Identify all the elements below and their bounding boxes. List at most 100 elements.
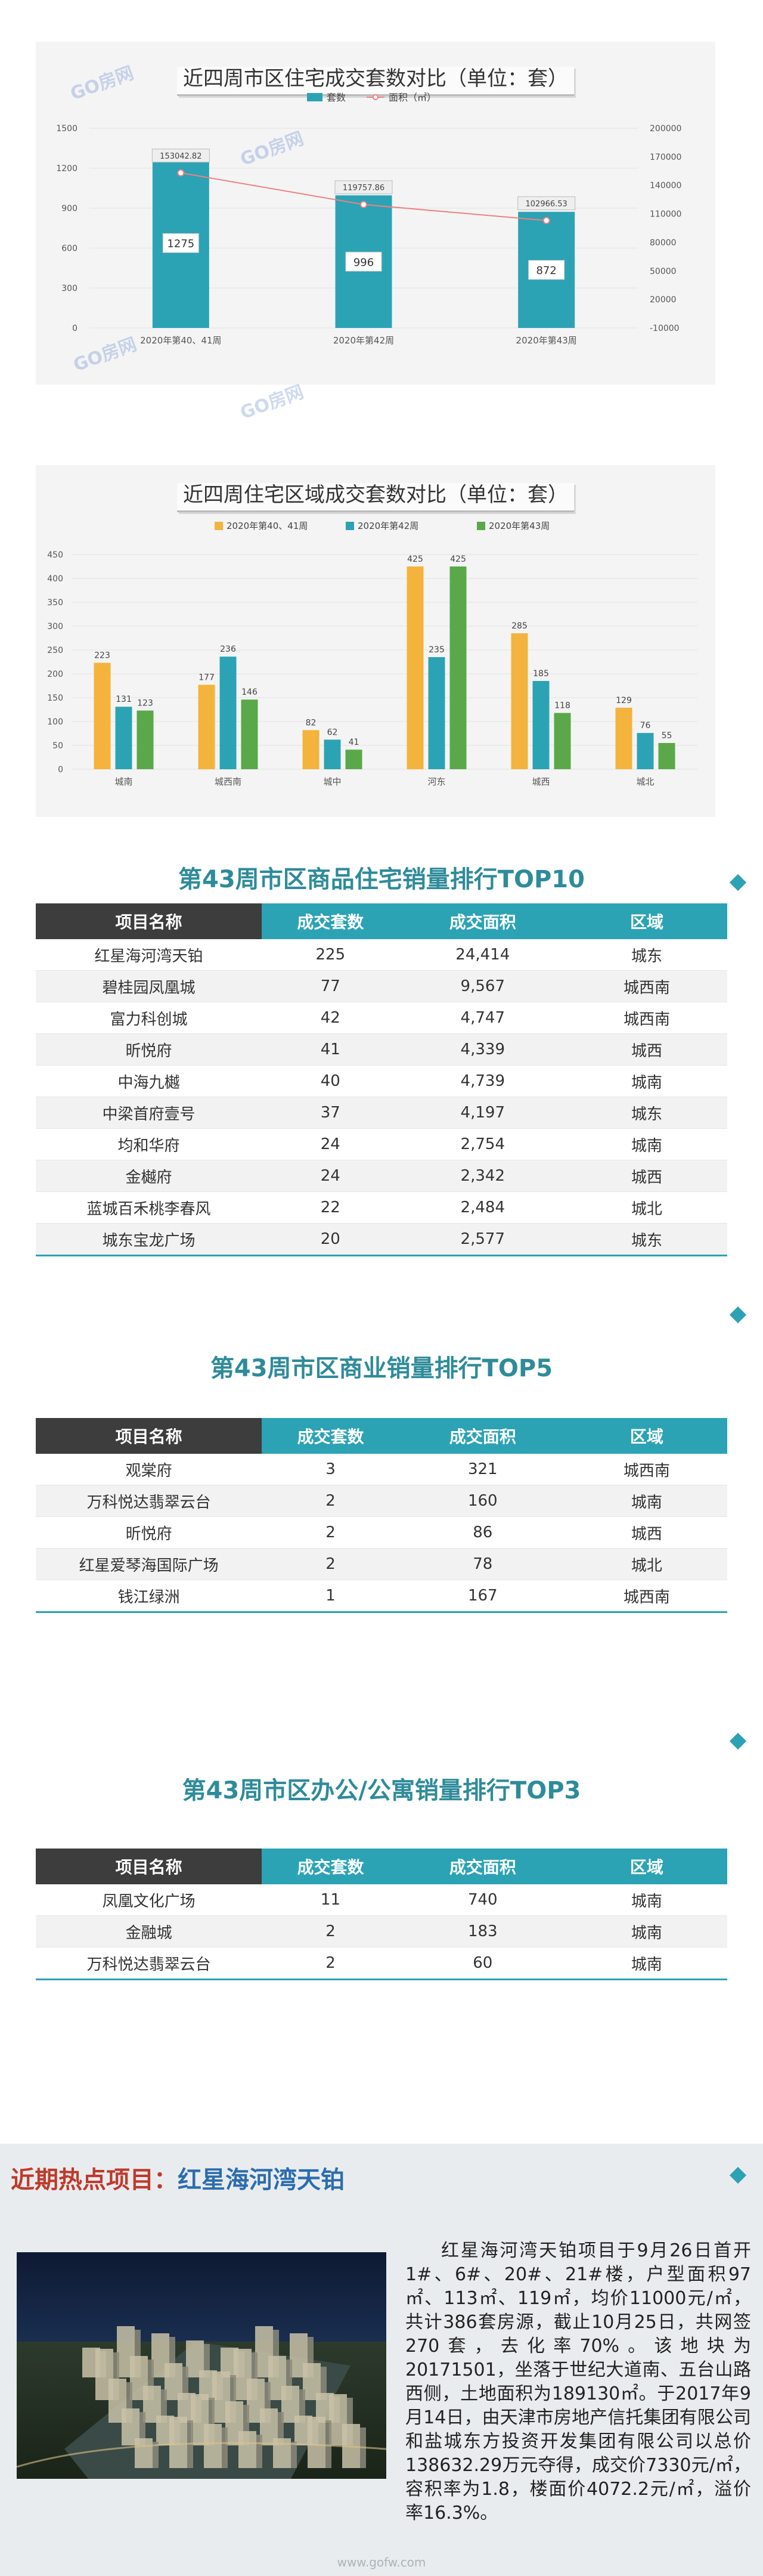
y-tick-label: 50 bbox=[52, 741, 63, 751]
bar bbox=[658, 743, 675, 769]
y-tick-label: 900 bbox=[61, 204, 77, 213]
y-tick-label: 300 bbox=[61, 284, 77, 293]
bar-data-label: 146 bbox=[241, 688, 258, 697]
table-cell: 城南 bbox=[566, 1128, 727, 1160]
footer-url: www.gofw.com bbox=[337, 2555, 426, 2569]
table-header-cell: 成交面积 bbox=[399, 903, 566, 939]
building-side bbox=[161, 2389, 167, 2423]
building-side bbox=[209, 2398, 215, 2445]
bar-data-label: 236 bbox=[220, 645, 236, 654]
legend-label-area: 面积（㎡） bbox=[389, 92, 436, 103]
building-side bbox=[299, 2389, 305, 2423]
chart1-title-wrap: 近四周市区住宅成交套数对比（单位：套） bbox=[36, 62, 715, 96]
top5-table: 项目名称 成交套数 成交面积 区域 观棠府 3 321 城西南 万科悦达翡翠云台 2 160 城南 昕悦… bbox=[36, 1418, 727, 1613]
table-row: 昕悦府 41 4,339 城西 bbox=[36, 1033, 727, 1066]
table-cell: 中梁首府壹号 bbox=[36, 1097, 262, 1129]
y2-tick-label: 50000 bbox=[650, 267, 677, 276]
bar-data-label: 41 bbox=[349, 738, 359, 747]
x-tick-label: 城西南 bbox=[215, 776, 241, 787]
table-cell: 42 bbox=[262, 1002, 399, 1034]
table-header-cell: 成交套数 bbox=[262, 1849, 399, 1884]
table-cell: 160 bbox=[399, 1485, 566, 1517]
top10-table: 项目名称 成交套数 成交面积 区域 红星海河湾天铂 225 24,414 城东 碧桂园凤凰城 77… bbox=[36, 903, 727, 1256]
building-side bbox=[222, 2428, 228, 2468]
table-cell: 城西南 bbox=[566, 1002, 727, 1034]
table-cell: 60 bbox=[399, 1947, 566, 1980]
bar-data-label: 872 bbox=[536, 265, 556, 277]
building-side bbox=[204, 2344, 210, 2377]
table-cell: 20 bbox=[262, 1223, 399, 1256]
chart2-panel: 近四周住宅区域成交套数对比（单位：套） 2020年第40、41周 2020年第42… bbox=[36, 465, 715, 817]
building-side bbox=[148, 2360, 154, 2400]
table-cell: 2 bbox=[262, 1915, 399, 1948]
table-cell: 碧桂园凤凰城 bbox=[36, 970, 262, 1002]
table-header-cell: 成交套数 bbox=[262, 903, 399, 939]
x-tick-label: 2020年第43周 bbox=[516, 335, 577, 346]
building-side bbox=[139, 2412, 145, 2445]
y-tick-label: 250 bbox=[47, 646, 63, 655]
table-row: 万科悦达翡翠云台 2 160 城南 bbox=[36, 1485, 727, 1517]
x-tick-label: 河东 bbox=[427, 776, 445, 787]
table-cell: 城东宝龙广场 bbox=[36, 1223, 262, 1256]
table-cell: 78 bbox=[399, 1548, 566, 1580]
x-tick-label: 城西 bbox=[532, 776, 550, 787]
diamond-marker-icon bbox=[729, 1732, 747, 1750]
building-side bbox=[135, 2330, 141, 2377]
building-side bbox=[169, 2337, 175, 2377]
table-cell: 城南 bbox=[566, 1485, 727, 1517]
table-row: 凤凰文化广场 11 740 城南 bbox=[36, 1884, 727, 1916]
legend-label-count: 套数 bbox=[327, 92, 346, 103]
x-tick-label: 城中 bbox=[323, 776, 341, 787]
bar bbox=[137, 710, 154, 769]
table-cell: 城西 bbox=[566, 1160, 727, 1192]
table-cell: 86 bbox=[399, 1516, 566, 1549]
table-cell: 1 bbox=[262, 1580, 399, 1613]
area-label-box bbox=[517, 196, 576, 210]
table-cell: 41 bbox=[262, 1033, 399, 1066]
chart2-title: 近四周住宅区域成交套数对比（单位：套） bbox=[177, 483, 574, 512]
bar-data-label: 129 bbox=[616, 696, 632, 705]
building-shape bbox=[169, 2417, 187, 2468]
table-cell: 金融城 bbox=[36, 1915, 262, 1948]
building-side bbox=[243, 2405, 249, 2445]
y2-tick-label: 140000 bbox=[650, 181, 681, 191]
hot-project-section: 近期热点项目：红星海河湾天铂 红星海河湾天铂项目于9月26日首开1#、6#、20… bbox=[0, 2144, 763, 2576]
table-cell: 225 bbox=[262, 939, 399, 971]
top10-title: 第43周市区商品住宅销量排行TOP10 bbox=[178, 866, 585, 893]
table-row: 红星爱琴海国际广场 2 78 城北 bbox=[36, 1548, 727, 1580]
building-side bbox=[153, 2442, 159, 2468]
bar-label-box bbox=[528, 260, 565, 280]
building-side bbox=[347, 2398, 353, 2445]
table-cell: 均和华府 bbox=[36, 1128, 262, 1160]
table-cell: 2,484 bbox=[399, 1191, 566, 1224]
table-cell: 红星爱琴海国际广场 bbox=[36, 1548, 262, 1580]
legend-marker-area bbox=[373, 94, 379, 100]
table-row: 蓝城百禾桃李春风 22 2,484 城北 bbox=[36, 1191, 727, 1224]
x-tick-label: 2020年第40、41周 bbox=[140, 335, 221, 346]
table-cell: 183 bbox=[399, 1915, 566, 1948]
table-cell: 中海九樾 bbox=[36, 1065, 262, 1097]
table-cell: 蓝城百禾桃李春风 bbox=[36, 1191, 262, 1224]
table-cell: 城东 bbox=[566, 1097, 727, 1129]
y-tick-label: 400 bbox=[47, 574, 63, 584]
bar bbox=[115, 707, 132, 769]
table-header-cell: 区域 bbox=[566, 1849, 727, 1884]
table-cell: 24,414 bbox=[399, 939, 566, 971]
table-row: 万科悦达翡翠云台 2 60 城南 bbox=[36, 1947, 727, 1980]
y2-tick-label: 80000 bbox=[650, 238, 677, 247]
project-aerial-image bbox=[17, 2252, 386, 2479]
y-tick-label: 450 bbox=[47, 550, 63, 560]
bar bbox=[241, 699, 258, 769]
table-cell: 4,197 bbox=[399, 1097, 566, 1129]
top3-title: 第43周市区办公/公寓销量排行TOP3 bbox=[182, 1777, 581, 1804]
table-cell: 城西 bbox=[566, 1033, 727, 1066]
table-header-cell: 项目名称 bbox=[36, 903, 262, 939]
area-point bbox=[542, 216, 550, 224]
bar bbox=[428, 657, 445, 769]
legend-swatch bbox=[346, 522, 354, 530]
bar-data-label: 118 bbox=[554, 701, 570, 711]
y-tick-label: 600 bbox=[61, 244, 77, 253]
table-cell: 2 bbox=[262, 1947, 399, 1980]
building-side bbox=[182, 2367, 188, 2400]
building-side bbox=[308, 2337, 314, 2377]
